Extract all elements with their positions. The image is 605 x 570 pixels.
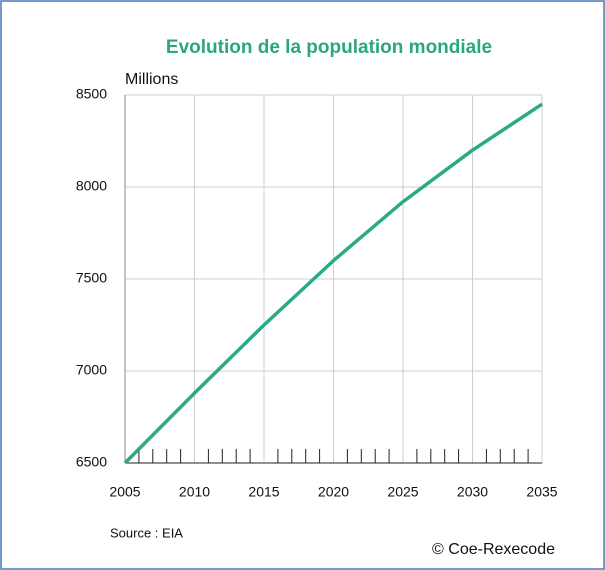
y-axis-label: Millions [125,71,178,88]
line [123,102,543,465]
x-tick-label: 2005 [109,484,140,500]
x-tick-label: 2010 [179,484,210,500]
x-tick-label: 2035 [526,484,557,500]
y-tick-label: 8000 [76,178,107,194]
y-tick-label: 7000 [76,362,107,378]
x-tick-label: 2020 [318,484,349,500]
x-tick-label: 2015 [248,484,279,500]
y-tick-label: 7500 [76,270,107,286]
copyright: © Coe-Rexecode [432,541,555,558]
chart-title: Evolution de la population mondiale [166,37,492,58]
x-tick-label: 2025 [387,484,418,500]
y-tick-label: 8500 [76,86,107,102]
x-tick-label: 2030 [457,484,488,500]
source: Source : EIA [110,525,183,540]
y-tick-label: 6500 [76,454,107,470]
